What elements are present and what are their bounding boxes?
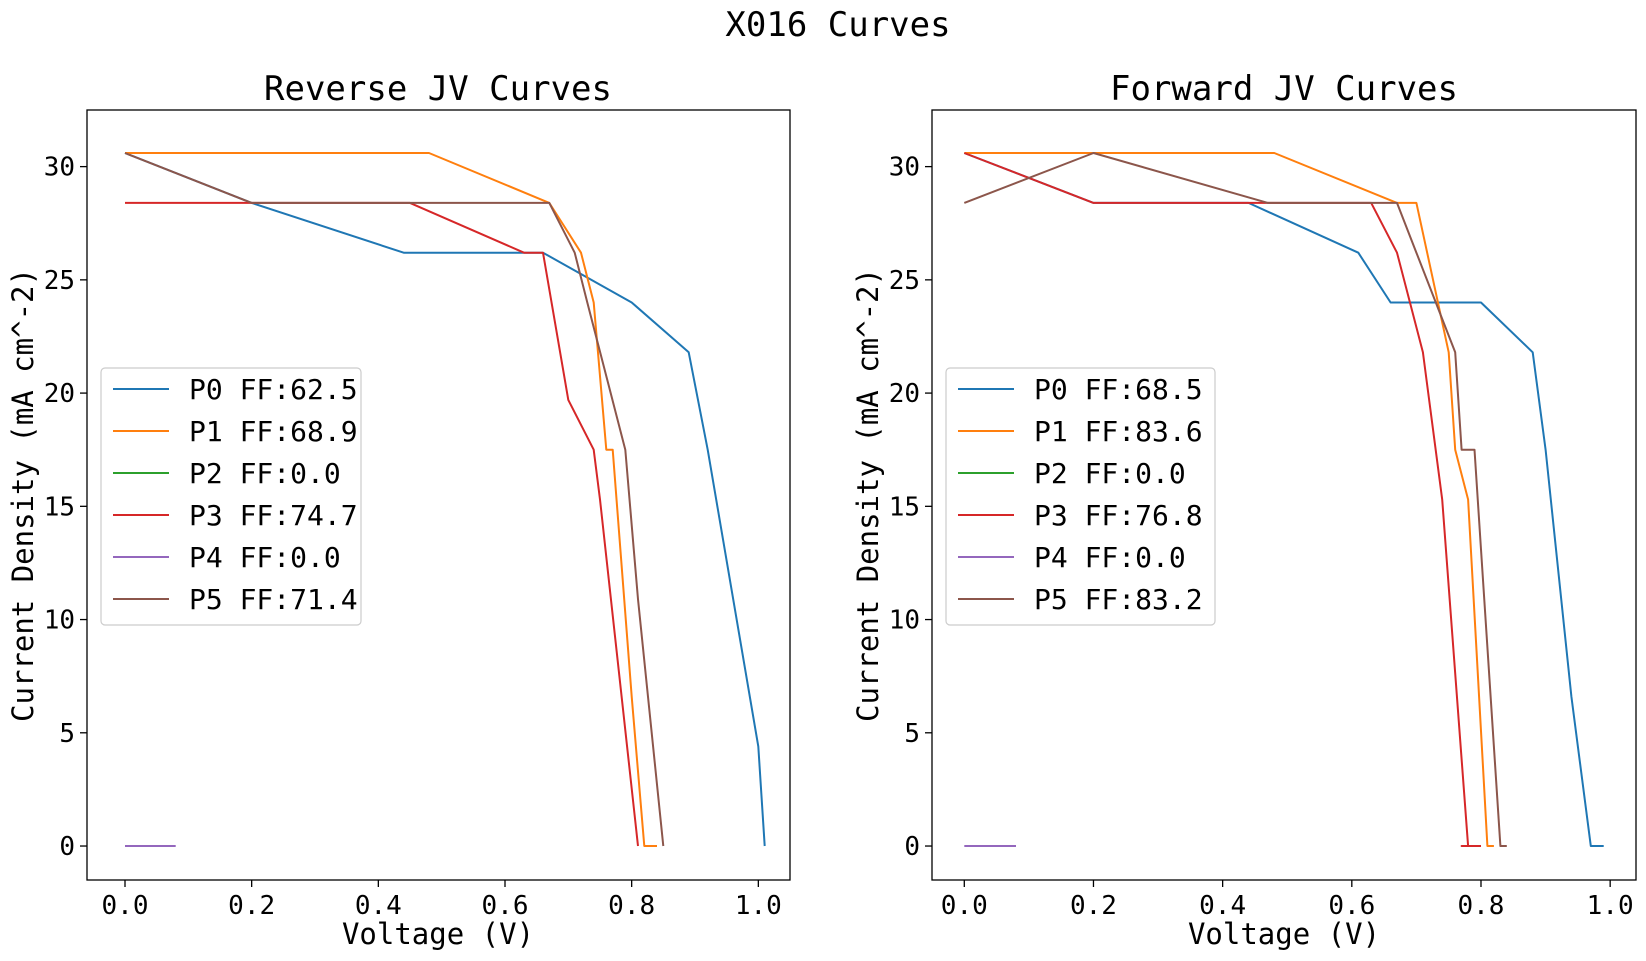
legend-label: P5 FF:83.2 [1034,583,1203,616]
plot-frame [86,109,791,881]
legend-label: P1 FF:68.9 [189,415,358,448]
y-tick-label: 20 [889,379,920,409]
x-axis-label: Voltage (V) [1188,917,1380,951]
plot-frame [931,109,1637,881]
x-tick-label: 0.4 [1199,891,1246,921]
forward-jv-panel: Forward JV Curves Voltage (V) Current De… [851,69,1637,951]
x-tick-label: 0.2 [228,891,275,921]
x-tick-label: 0.0 [102,891,149,921]
x-tick-label: 0.6 [1328,891,1375,921]
y-axis-label: Current Density (mA cm^-2) [851,268,885,722]
legend-label: P3 FF:74.7 [189,499,358,532]
panel-title: Reverse JV Curves [264,69,612,109]
x-axis-ticks: 0.0 0.2 0.4 0.6 0.8 1.0 [102,880,782,921]
x-tick-label: 0.2 [1070,891,1117,921]
series-line-p1 [125,152,657,847]
series-lines [124,152,766,847]
y-tick-label: 15 [889,492,920,522]
y-tick-label: 0 [904,832,920,862]
x-tick-label: 0.0 [941,891,988,921]
x-tick-label: 1.0 [1587,891,1634,921]
series-line-p1 [964,152,1494,847]
y-tick-label: 30 [44,153,75,183]
x-tick-label: 0.4 [355,891,402,921]
legend-label: P2 FF:0.0 [189,457,341,490]
x-axis-ticks: 0.0 0.2 0.4 0.6 0.8 1.0 [941,880,1634,921]
y-tick-label: 5 [904,719,920,749]
legend-box [945,367,1216,626]
series-lines [963,152,1604,847]
x-axis-label: Voltage (V) [342,917,534,951]
legend-label: P2 FF:0.0 [1034,457,1186,490]
y-tick-label: 0 [59,832,75,862]
y-tick-label: 15 [44,492,75,522]
y-tick-label: 25 [889,266,920,296]
y-tick-label: 20 [44,379,75,409]
series-line-p5 [124,152,665,847]
legend-label: P3 FF:76.8 [1034,499,1203,532]
legend-label: P4 FF:0.0 [1034,541,1186,574]
legend-label: P1 FF:83.6 [1034,415,1203,448]
panel-title: Forward JV Curves [1110,69,1458,109]
series-line-p3 [963,152,1481,847]
x-tick-label: 0.8 [1458,891,1505,921]
y-axis-label: Current Density (mA cm^-2) [6,268,40,722]
y-tick-label: 5 [59,719,75,749]
x-tick-label: 0.6 [482,891,529,921]
legend-box [100,367,362,626]
figure-title: X016 Curves [725,5,950,45]
y-tick-label: 30 [889,153,920,183]
series-line-p0 [124,152,766,847]
x-tick-label: 0.8 [608,891,655,921]
legend: P0 FF:62.5 P1 FF:68.9 P2 FF:0.0 P3 FF:74.7 P… [100,367,362,626]
legend-label: P4 FF:0.0 [189,541,341,574]
y-axis-ticks: 0 5 10 15 20 25 30 [44,153,87,862]
legend-label: P0 FF:62.5 [189,373,358,406]
y-tick-label: 25 [44,266,75,296]
series-line-p5 [963,152,1507,847]
reverse-jv-panel: Reverse JV Curves Voltage (V) Current De… [6,69,791,951]
y-tick-label: 10 [889,606,920,636]
y-axis-ticks: 0 5 10 15 20 25 30 [889,153,932,862]
y-tick-label: 10 [44,606,75,636]
legend: P0 FF:68.5 P1 FF:83.6 P2 FF:0.0 P3 FF:76.8 P… [945,367,1216,626]
x-tick-label: 1.0 [735,891,782,921]
legend-label: P0 FF:68.5 [1034,373,1203,406]
legend-label: P5 FF:71.4 [189,583,358,616]
